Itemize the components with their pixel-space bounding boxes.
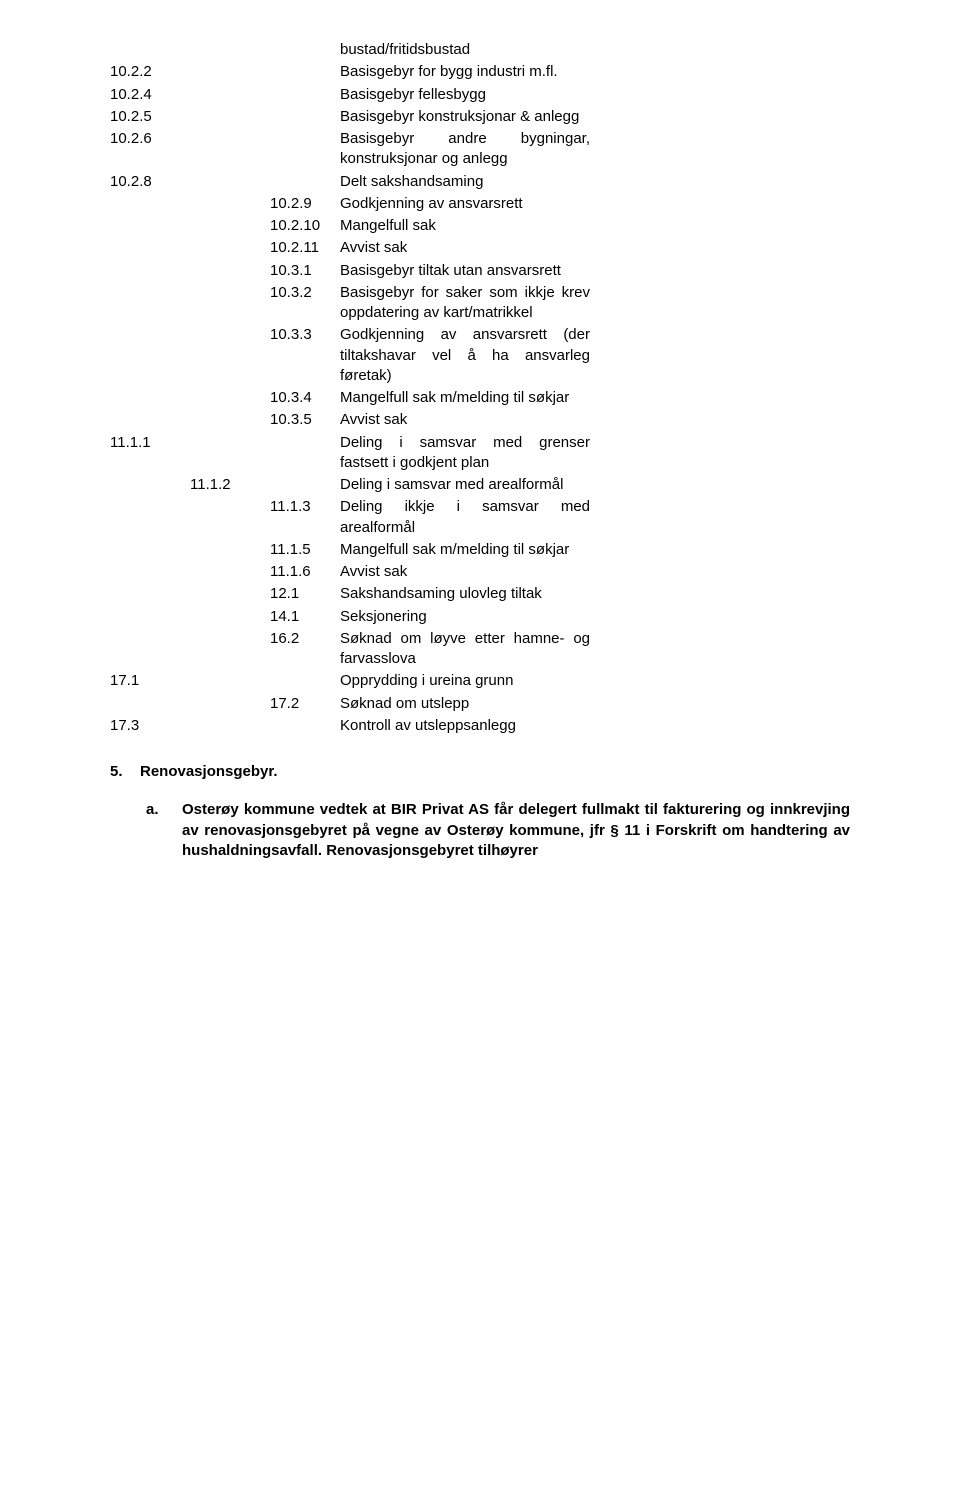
row-number: 10.3.3 xyxy=(110,325,340,345)
list-row: 10.2.4 Basisgebyr fellesbygg xyxy=(110,85,850,105)
row-text: Søknad om løyve etter hamne- og farvassl… xyxy=(340,629,590,670)
list-row: 10.2.9Godkjenning av ansvarsrett xyxy=(110,194,850,214)
list-row: 10.3.1Basisgebyr tiltak utan ansvarsrett xyxy=(110,261,850,281)
list-row: 10.3.5Avvist sak xyxy=(110,410,850,430)
list-row: 10.3.4Mangelfull sak m/melding til søkja… xyxy=(110,388,850,408)
row-number: 17.3 xyxy=(110,716,180,736)
row-number: 11.1.2 xyxy=(110,475,260,495)
row-number: 10.2.6 xyxy=(110,129,180,149)
row-text: Mangelfull sak xyxy=(340,216,590,236)
row-text: Basisgebyr fellesbygg xyxy=(340,85,590,105)
row-text: Søknad om utslepp xyxy=(340,694,590,714)
row-text: Delt sakshandsaming xyxy=(340,172,590,192)
row-number: 17.1 xyxy=(110,671,180,691)
row-text: Opprydding i ureina grunn xyxy=(340,671,590,691)
list-row: 10.2.11Avvist sak xyxy=(110,238,850,258)
list-row: 14.1Seksjonering xyxy=(110,607,850,627)
list-row: 10.3.2Basisgebyr for saker som ikkje kre… xyxy=(110,283,850,324)
row-number: 11.1.3 xyxy=(110,497,340,517)
row-text: Avvist sak xyxy=(340,562,590,582)
list-row: 11.1.3Deling ikkje i samsvar med arealfo… xyxy=(110,497,850,538)
row-number: 10.2.2 xyxy=(110,62,180,82)
list-row: 11.1.2 Deling i samsvar med arealformål xyxy=(110,475,850,495)
list-row: 10.2.6 Basisgebyr andre bygningar, konstr… xyxy=(110,129,850,170)
row-number: 10.3.4 xyxy=(110,388,340,408)
row-number: 10.3.2 xyxy=(110,283,340,303)
row-text: Seksjonering xyxy=(340,607,590,627)
row-text: Deling i samsvar med grenser fastsett i … xyxy=(340,433,590,474)
list-row: 17.2Søknad om utslepp xyxy=(110,694,850,714)
list-row: 17.3 Kontroll av utsleppsanlegg xyxy=(110,716,850,736)
row-number: 10.2.8 xyxy=(110,172,180,192)
row-text: Basisgebyr tiltak utan ansvarsrett xyxy=(340,261,590,281)
row-text: Deling ikkje i samsvar med arealformål xyxy=(340,497,590,538)
list-row: 10.2.2 Basisgebyr for bygg industri m.fl. xyxy=(110,62,850,82)
row-number: 16.2 xyxy=(110,629,340,649)
section-5-number: 5. xyxy=(110,762,140,782)
row-number: 11.1.5 xyxy=(110,540,340,560)
row-number: 11.1.6 xyxy=(110,562,340,582)
list-row: 17.1 Opprydding i ureina grunn xyxy=(110,671,850,691)
list-row: 12.1Sakshandsaming ulovleg tiltak xyxy=(110,584,850,604)
row-number: 10.2.11 xyxy=(110,238,340,258)
row-text: Deling i samsvar med arealformål xyxy=(340,475,590,495)
list-row: 10.2.8 Delt sakshandsaming xyxy=(110,172,850,192)
list-row: 10.3.3Godkjenning av ansvarsrett (der ti… xyxy=(110,325,850,386)
row-number: 12.1 xyxy=(110,584,340,604)
paragraph-letter: a. xyxy=(110,800,146,861)
row-text: Godkjenning av ansvarsrett (der tiltaksh… xyxy=(340,325,590,386)
row-text: Avvist sak xyxy=(340,410,590,430)
row-text: Basisgebyr for saker som ikkje krev oppd… xyxy=(340,283,590,324)
numbered-list: bustad/fritidsbustad 10.2.2 Basisgebyr for… xyxy=(110,40,850,736)
row-text: Avvist sak xyxy=(340,238,590,258)
row-text: Mangelfull sak m/melding til søkjar xyxy=(340,540,590,560)
row-text: Basisgebyr for bygg industri m.fl. xyxy=(340,62,590,82)
section-5-paragraph-a: a. Osterøy kommune vedtek at BIR Privat … xyxy=(110,800,850,861)
row-text: Basisgebyr andre bygningar, konstruksjon… xyxy=(340,129,590,170)
list-row: 11.1.6Avvist sak xyxy=(110,562,850,582)
row-number: 14.1 xyxy=(110,607,340,627)
row-text: Godkjenning av ansvarsrett xyxy=(340,194,590,214)
row-number: 10.2.5 xyxy=(110,107,180,127)
row-number: 10.2.9 xyxy=(110,194,340,214)
section-5-heading: 5. Renovasjonsgebyr. xyxy=(110,762,850,782)
list-row: 10.2.5 Basisgebyr konstruksjonar & anlegg xyxy=(110,107,850,127)
list-row: 10.2.10Mangelfull sak xyxy=(110,216,850,236)
list-row: 11.1.5Mangelfull sak m/melding til søkja… xyxy=(110,540,850,560)
row-number: 10.3.5 xyxy=(110,410,340,430)
row-text: Basisgebyr konstruksjonar & anlegg xyxy=(340,107,590,127)
row-number: 10.2.10 xyxy=(110,216,340,236)
list-row: 11.1.1 Deling i samsvar med grenser fasts… xyxy=(110,433,850,474)
row-number: 10.3.1 xyxy=(110,261,340,281)
list-row: 16.2Søknad om løyve etter hamne- og farv… xyxy=(110,629,850,670)
row-number: 10.2.4 xyxy=(110,85,180,105)
list-row: bustad/fritidsbustad xyxy=(110,40,850,60)
row-text: Kontroll av utsleppsanlegg xyxy=(340,716,590,736)
row-number: 17.2 xyxy=(110,694,340,714)
row-text: Mangelfull sak m/melding til søkjar xyxy=(340,388,590,408)
row-number: 11.1.1 xyxy=(110,433,180,453)
section-5-title: Renovasjonsgebyr. xyxy=(140,762,278,782)
row-text: Sakshandsaming ulovleg tiltak xyxy=(340,584,590,604)
row-text: bustad/fritidsbustad xyxy=(340,40,590,60)
paragraph-text: Osterøy kommune vedtek at BIR Privat AS … xyxy=(146,800,850,861)
